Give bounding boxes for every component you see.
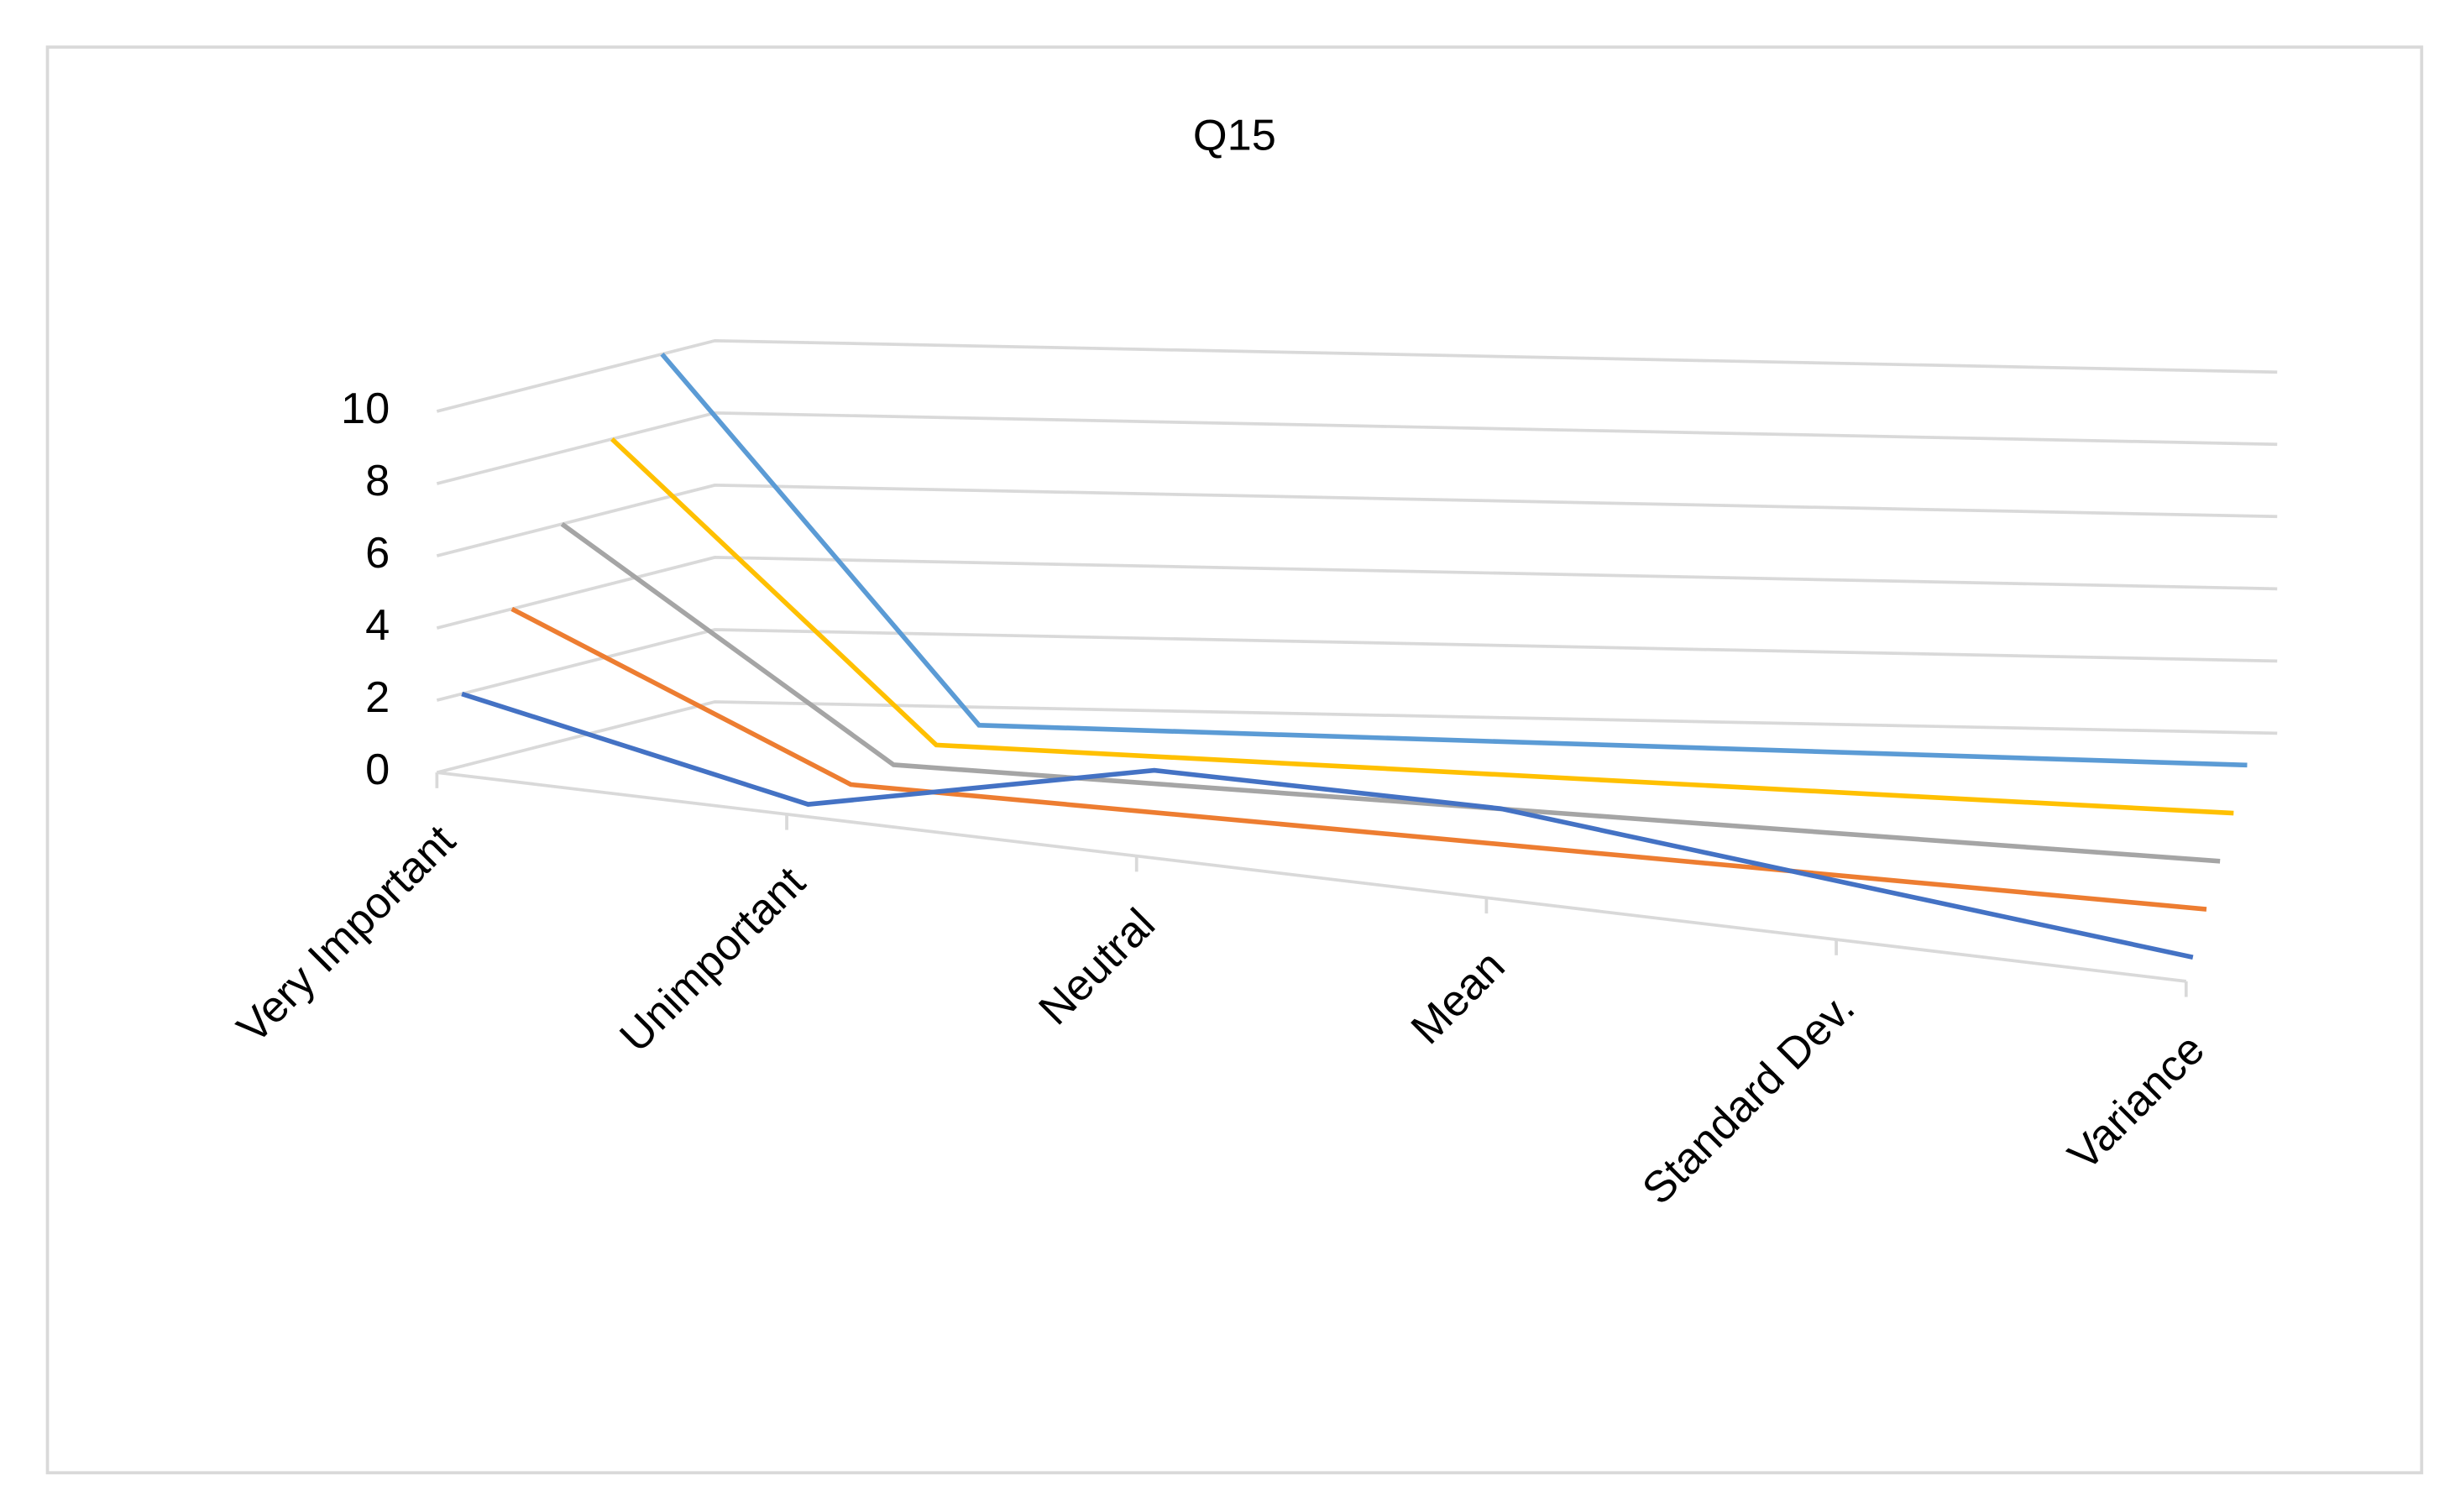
y-tick-label: 2 [365, 673, 390, 722]
y-tick-label: 4 [365, 601, 390, 650]
grid-line [436, 628, 2278, 702]
grid-line [436, 484, 2278, 557]
y-tick-label: 0 [365, 746, 390, 794]
series-line [510, 606, 2207, 912]
y-tick-label: 10 [341, 385, 390, 433]
series-line [560, 521, 2221, 864]
series-line [660, 353, 2248, 768]
chart-title: Q15 [1193, 111, 1276, 160]
y-tick-label: 8 [365, 457, 390, 505]
grid-line [436, 556, 2278, 630]
series-line [610, 437, 2234, 816]
series-line [461, 691, 2194, 960]
grid-line [436, 700, 2278, 774]
grid-line [436, 338, 2278, 413]
y-tick-label: 6 [365, 529, 390, 578]
x-axis-line [437, 771, 2186, 983]
